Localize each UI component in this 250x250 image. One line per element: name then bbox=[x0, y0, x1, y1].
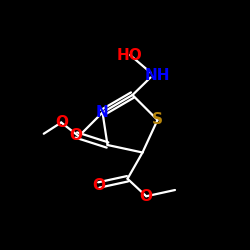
Text: O: O bbox=[92, 178, 105, 192]
Text: HO: HO bbox=[117, 48, 143, 62]
Text: O: O bbox=[55, 115, 68, 130]
Text: NH: NH bbox=[145, 68, 170, 82]
Text: O: O bbox=[140, 189, 153, 204]
Text: N: N bbox=[96, 105, 109, 120]
Text: S: S bbox=[152, 112, 163, 128]
Text: O: O bbox=[70, 128, 83, 142]
